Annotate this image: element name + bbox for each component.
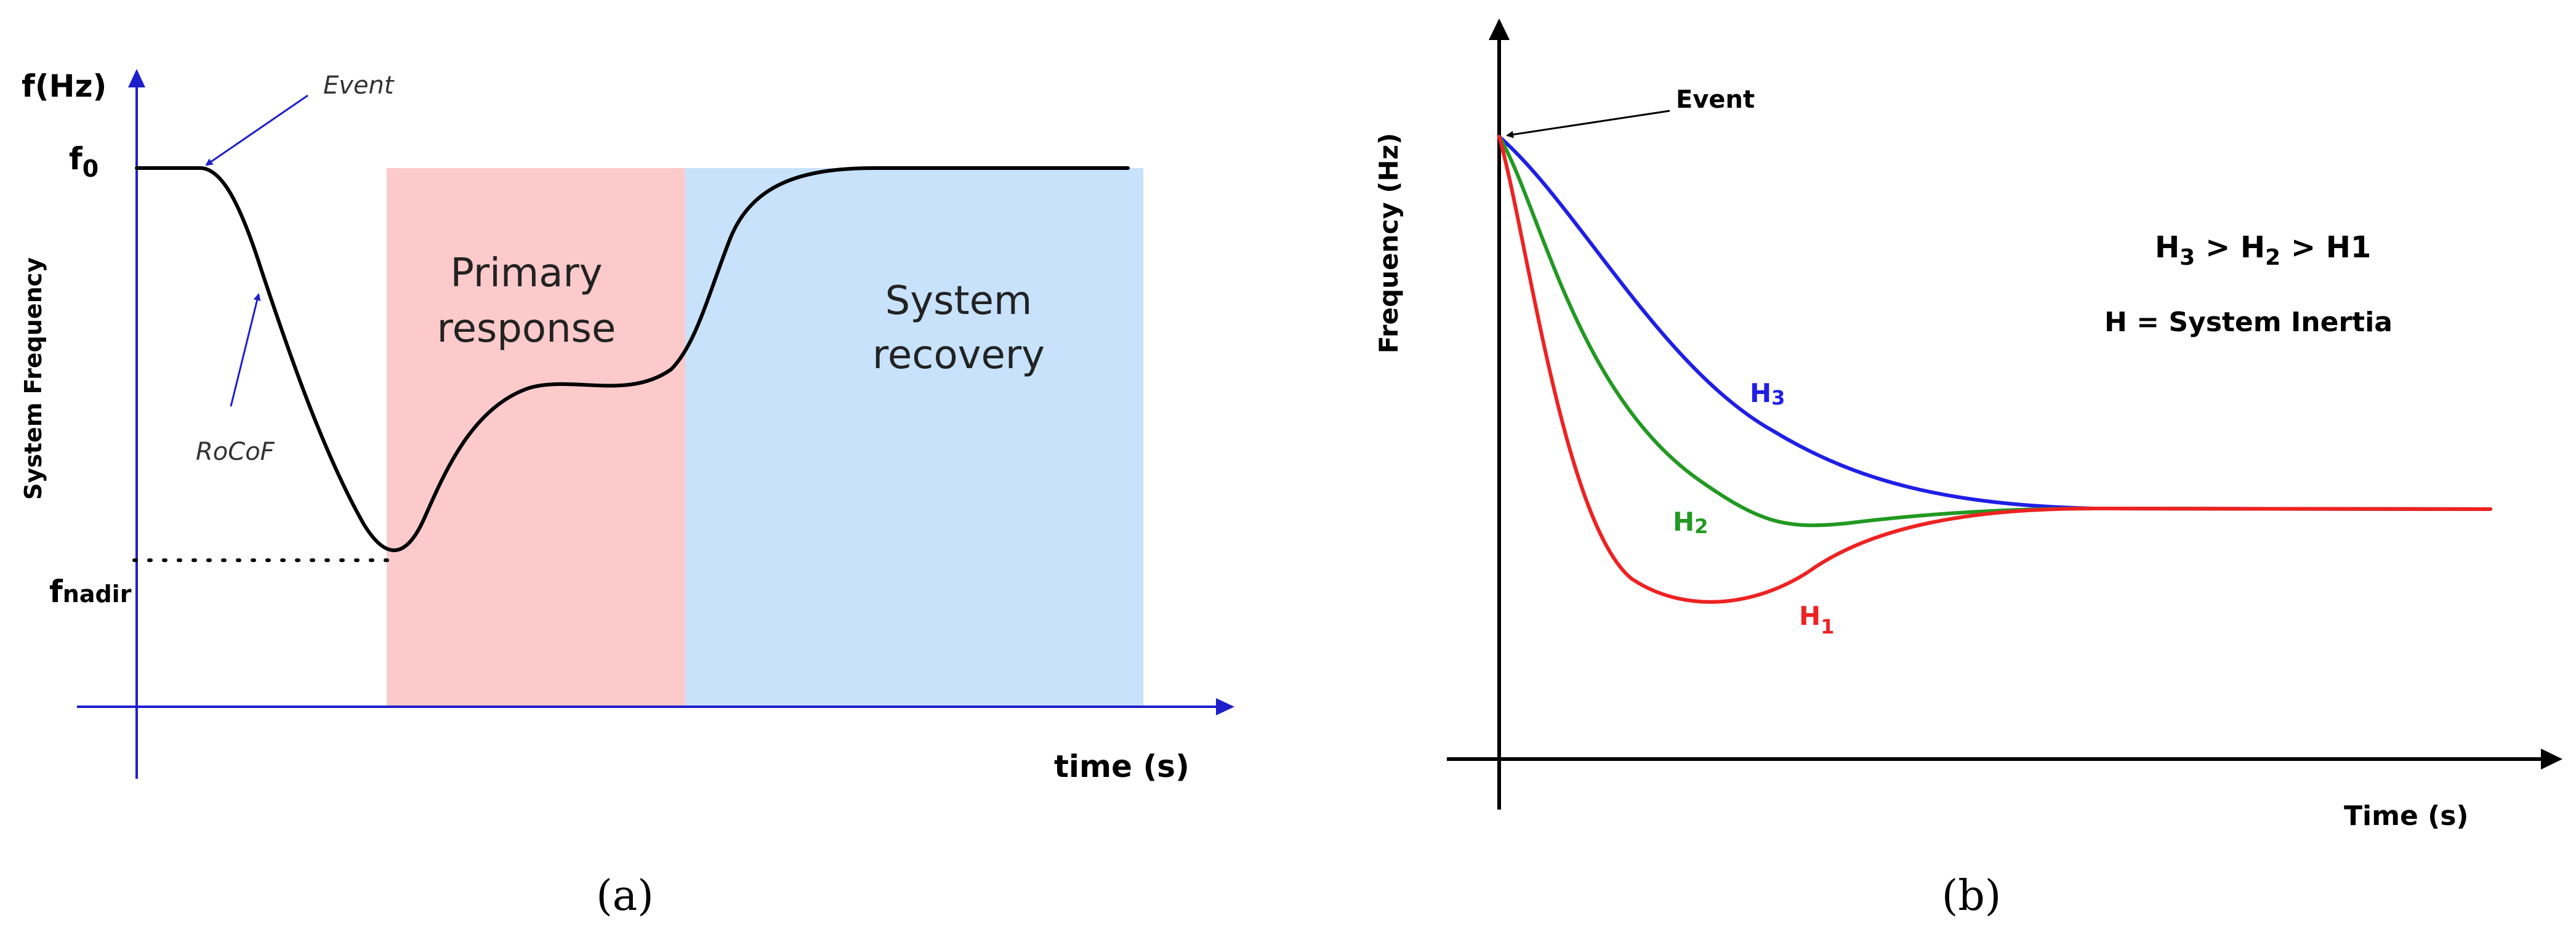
system-recovery-label-2: recovery	[872, 332, 1045, 378]
x-axis-label-b: Time (s)	[2344, 800, 2469, 832]
rocof-label: RoCoF	[196, 438, 275, 466]
y-axis-b-arrowhead	[1489, 18, 1510, 40]
panel-b: Event Frequency (Hz) Time (s) H3 > H2 > …	[1374, 18, 2562, 920]
primary-response-band	[387, 168, 685, 706]
curve-label-h2: H2	[1673, 507, 1708, 538]
curve-label-h1: H1	[1799, 601, 1834, 638]
inertia-definition: H = System Inertia	[2104, 307, 2393, 338]
panel-a: f(Hz) f0 fnadir System Frequency time (s…	[20, 68, 1234, 920]
caption-b: (b)	[1942, 872, 2002, 920]
inertia-relation: H3 > H2 > H1	[2155, 230, 2371, 270]
system-recovery-label-1: System	[885, 278, 1032, 324]
primary-response-label-1: Primary	[450, 251, 602, 296]
y-axis-label-b: Frequency (Hz)	[1374, 133, 1404, 353]
x-axis-b-arrowhead	[2541, 749, 2562, 770]
primary-response-label-2: response	[437, 306, 616, 352]
curve-h1	[1497, 135, 2492, 604]
system-recovery-band	[685, 168, 1143, 706]
nadir-label: fnadir	[49, 574, 132, 609]
y-axis-symbol-a: f(Hz)	[22, 68, 107, 104]
event-label-a: Event	[323, 71, 395, 100]
f0-label: f0	[69, 141, 99, 182]
curve-label-h3: H3	[1750, 378, 1785, 409]
x-axis-a-arrowhead	[1216, 698, 1234, 715]
event-label-b: Event	[1676, 86, 1755, 114]
y-axis-a-arrowhead	[128, 69, 145, 87]
caption-a: (a)	[596, 872, 654, 920]
frequency-response-curve	[135, 166, 1130, 552]
rocof-arrow	[230, 293, 261, 407]
curve-h2	[1497, 135, 2492, 528]
curve-h3	[1497, 135, 2492, 511]
event-arrow-a	[205, 94, 308, 166]
x-axis-label-a: time (s)	[1054, 749, 1189, 784]
y-axis-label-a: System Frequency	[20, 257, 47, 500]
event-arrow-b	[1506, 110, 1670, 139]
